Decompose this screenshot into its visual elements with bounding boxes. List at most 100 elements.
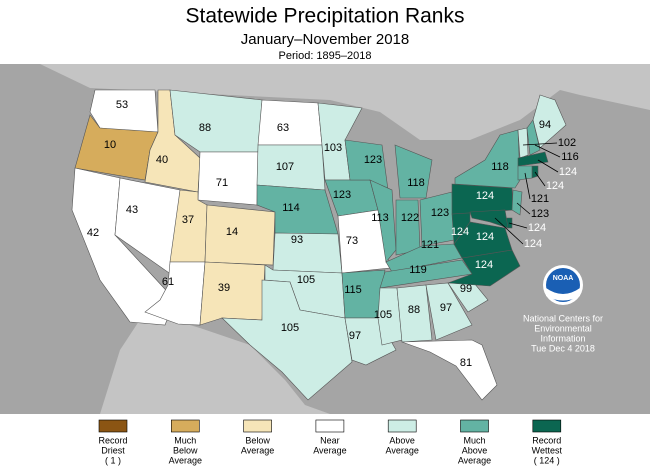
credit-line: Tue Dec 4 2018 — [531, 343, 595, 353]
legend-swatch — [243, 419, 272, 433]
subtitle: January–November 2018 — [241, 31, 409, 48]
state — [401, 339, 498, 401]
state-rank: 94 — [539, 119, 551, 131]
state — [517, 151, 549, 167]
state-rank: 71 — [216, 177, 228, 189]
state-rank: 122 — [401, 212, 419, 224]
state-rank: 121 — [421, 239, 439, 251]
state-rank: 97 — [349, 330, 361, 342]
legend-label: Record — [98, 435, 127, 445]
legend-label: Average — [386, 445, 419, 455]
legend-swatch — [460, 419, 489, 433]
state-rank: 43 — [126, 204, 138, 216]
legend-label: ( 124 ) — [534, 455, 560, 465]
legend-label: Below — [245, 435, 270, 445]
legend-label: Near — [320, 435, 340, 445]
state — [369, 179, 397, 263]
state — [394, 144, 433, 199]
state-rank: 124 — [451, 226, 469, 238]
state-rank: 97 — [440, 302, 452, 314]
legend-label: Much — [463, 435, 485, 445]
title: Statewide Precipitation Ranks — [186, 5, 465, 28]
state-rank: 107 — [276, 161, 294, 173]
state-rank: 119 — [409, 264, 427, 276]
state-rank: 14 — [226, 226, 238, 238]
state — [419, 191, 455, 247]
legend-label: Average — [169, 455, 202, 465]
state-rank: 105 — [374, 309, 392, 321]
credit-line: Information — [540, 333, 585, 343]
state-labels: 53 10 42 43 40 88 71 37 14 61 39 63 107 114 93 105 105 10… — [87, 99, 579, 369]
state — [511, 189, 523, 216]
state — [469, 209, 509, 229]
credit: National Centers forEnvironmentalInforma… — [523, 313, 603, 353]
state — [377, 287, 403, 346]
state — [89, 89, 159, 133]
state-rank: 99 — [460, 283, 472, 295]
legend-swatch — [532, 419, 562, 433]
state-rank: 123 — [431, 207, 449, 219]
state — [199, 261, 266, 326]
state-rank: 124 — [476, 231, 494, 243]
state-rank: 124 — [528, 222, 546, 234]
state-rank: 61 — [162, 276, 174, 288]
leader-line — [524, 172, 531, 200]
state-rank: 121 — [531, 193, 549, 205]
legend-label: Average — [241, 445, 274, 455]
canada — [0, 64, 650, 140]
state — [272, 232, 343, 274]
leader-line — [534, 171, 546, 187]
leader-line — [522, 142, 558, 146]
mexico — [100, 312, 330, 414]
legend-swatch — [171, 419, 200, 433]
legend-label: ( 1 ) — [105, 455, 121, 465]
state — [221, 279, 353, 401]
leader-line — [494, 217, 524, 245]
period: Period: 1895–2018 — [279, 50, 372, 62]
leader-line — [537, 159, 559, 173]
legend-label: Above — [462, 445, 488, 455]
state-rank: 124 — [475, 259, 493, 271]
state — [257, 99, 323, 146]
state-rank: 73 — [346, 235, 358, 247]
legend-label: Above — [389, 435, 415, 445]
legend-label: Driest — [101, 445, 125, 455]
state-rank: 124 — [524, 238, 542, 250]
state — [425, 282, 473, 341]
state — [532, 94, 567, 149]
legend-label: Below — [173, 445, 198, 455]
state — [454, 129, 521, 189]
logo-text: NOAA — [553, 275, 574, 282]
state-rank: 114 — [282, 202, 300, 214]
legend-swatch — [315, 419, 345, 433]
state-rank: 123 — [333, 189, 351, 201]
state-rank: 88 — [408, 304, 420, 316]
state-rank: 116 — [561, 151, 579, 163]
state — [204, 204, 276, 266]
logo-wave — [546, 288, 580, 301]
leader-line — [516, 202, 531, 215]
state-rank: 124 — [546, 180, 564, 192]
state-rank: 53 — [116, 99, 128, 111]
legend-label: Much — [174, 435, 196, 445]
state-rank: 10 — [104, 139, 116, 151]
state-rank: 123 — [531, 208, 549, 220]
state-rank: 105 — [297, 274, 315, 286]
legend-swatch — [387, 419, 417, 433]
state-rank: 115 — [344, 284, 362, 296]
state-rank: 88 — [199, 122, 211, 134]
state-rank: 103 — [324, 142, 342, 154]
leader-line — [534, 144, 561, 158]
state — [517, 127, 529, 159]
state-rank: 118 — [491, 161, 509, 173]
state-rank: 105 — [281, 322, 299, 334]
legend-swatch — [98, 419, 128, 433]
legend-label: Wettest — [532, 445, 563, 455]
state — [395, 199, 421, 256]
state-rank: 93 — [291, 234, 303, 246]
states — [71, 89, 567, 401]
state-rank: 42 — [87, 227, 99, 239]
state — [396, 284, 433, 343]
